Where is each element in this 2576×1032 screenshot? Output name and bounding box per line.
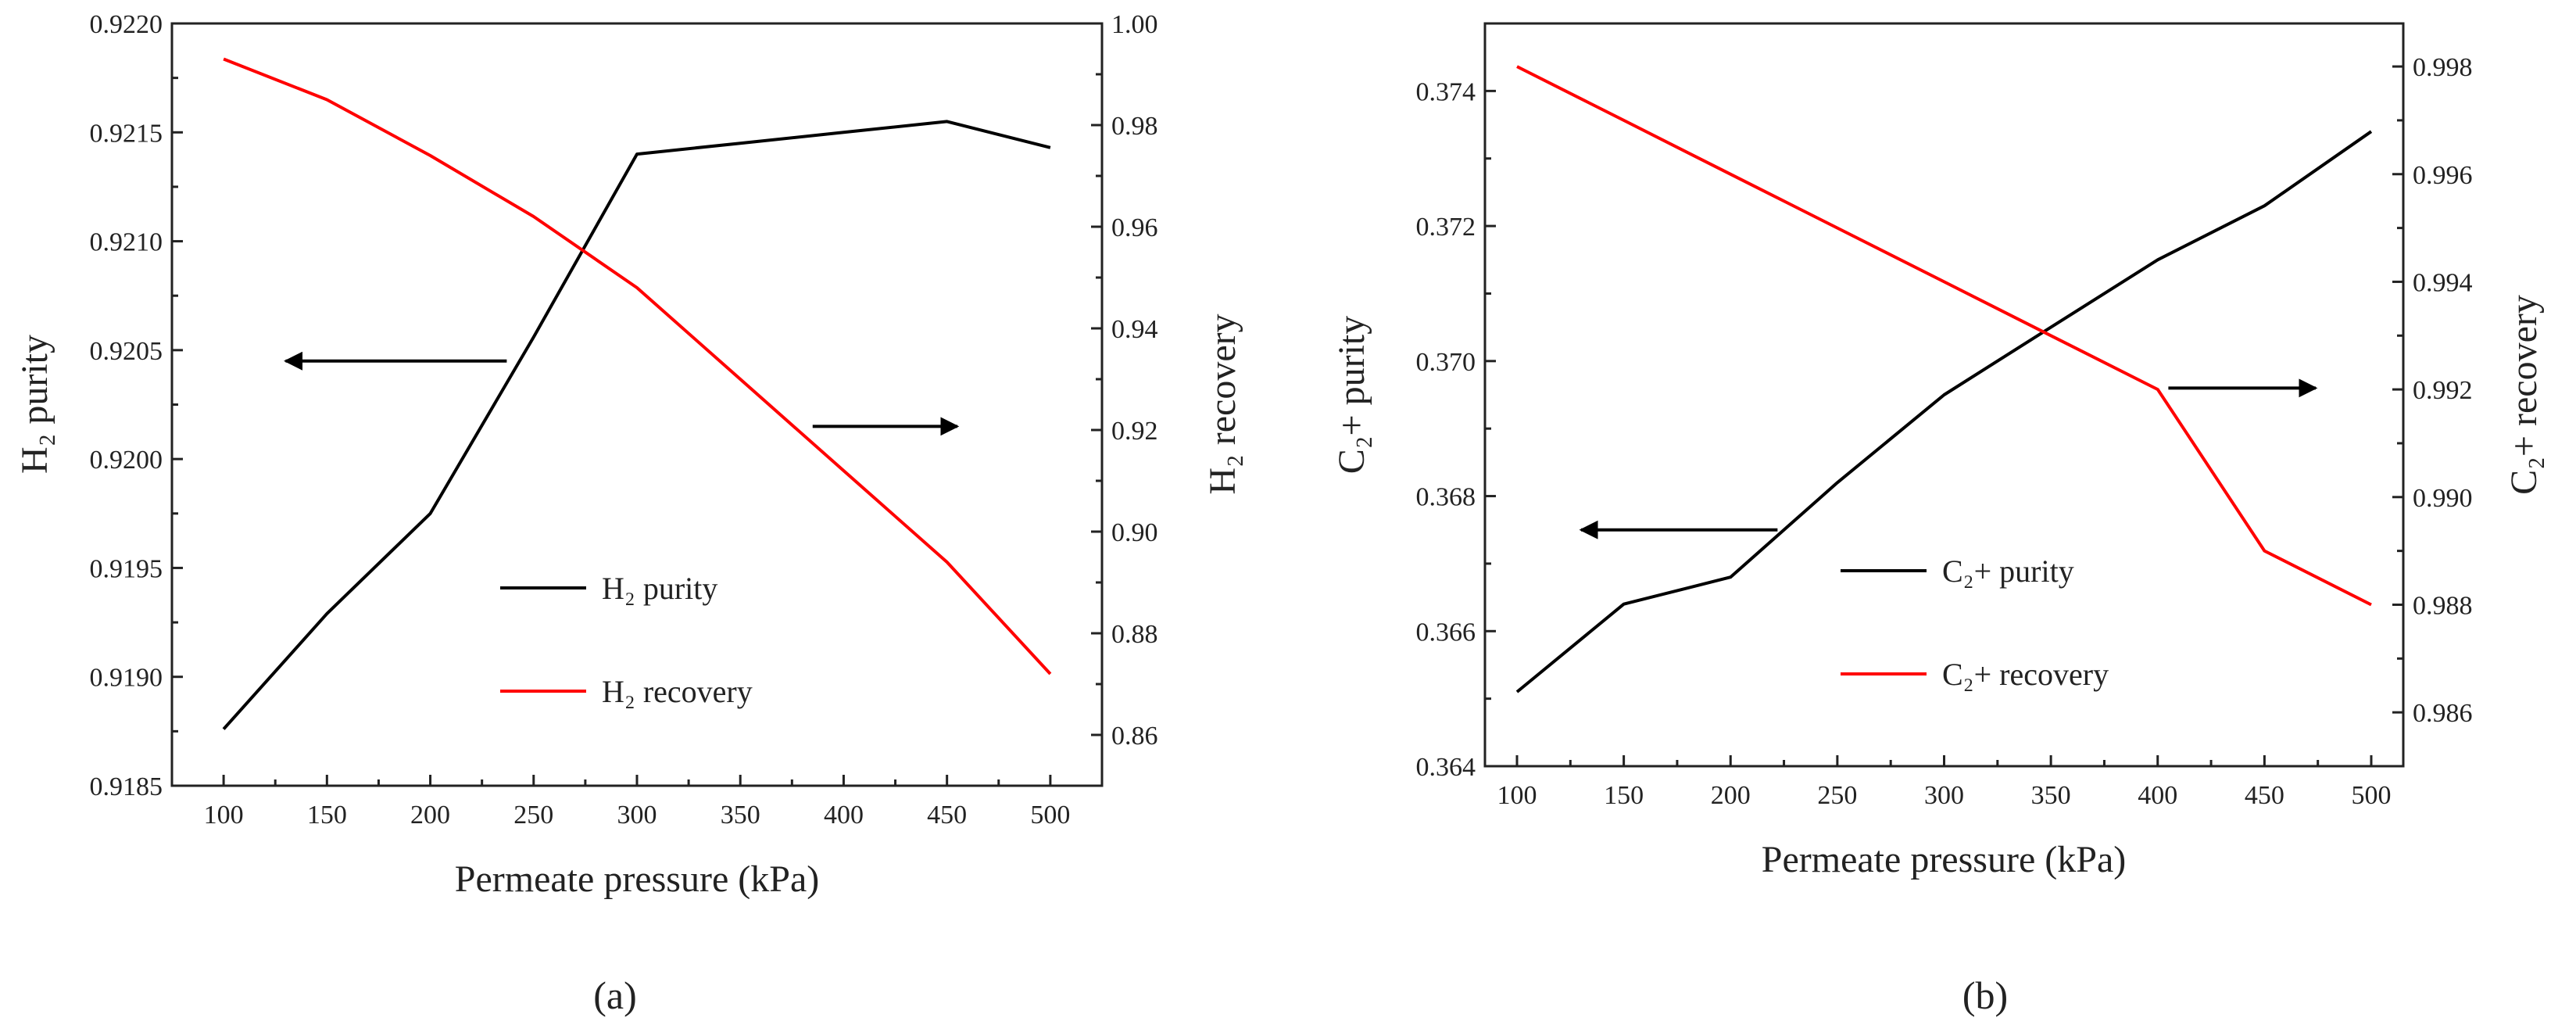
y-right-tick-label: 0.92 — [1111, 417, 1158, 446]
x-tick-label: 150 — [1604, 781, 1644, 810]
y-left-tick-label: 0.374 — [1416, 77, 1476, 106]
x-tick-label: 200 — [1711, 781, 1751, 810]
legend-label-c2-recovery: C₂+ recovery — [1942, 657, 2109, 692]
y-left-tick-label: 0.9210 — [90, 228, 163, 257]
series-layer — [1515, 65, 2373, 693]
legend-label-h2-recovery: H₂ recovery — [602, 674, 753, 709]
y-left-tick-label: 0.9215 — [90, 119, 163, 148]
x-tick-label: 300 — [1924, 781, 1964, 810]
y-left-tick-label: 0.9220 — [90, 10, 163, 39]
y-axis-left-title: H₂ purity — [14, 335, 55, 474]
plot-frame — [170, 22, 1104, 787]
panel-b: 100 150 200 250 300 350 400 450 500 0.364 0.366 0.3… — [1331, 22, 2545, 1017]
x-tick-label: 300 — [617, 801, 657, 830]
x-tick-label: 450 — [2245, 781, 2284, 810]
panel-caption: (b) — [1962, 973, 2008, 1017]
x-tick-label: 400 — [2138, 781, 2177, 810]
y-right-tick-label: 0.988 — [2413, 591, 2473, 620]
y-right-tick-label: 0.998 — [2413, 53, 2473, 82]
panel-caption: (a) — [593, 973, 637, 1017]
x-tick-label: 500 — [1030, 801, 1070, 830]
series-layer — [222, 57, 1052, 730]
y-right-tick-label: 0.994 — [2413, 268, 2473, 297]
y-right-tick-label: 0.88 — [1111, 620, 1158, 649]
axes-layer: 100 150 200 250 300 350 400 450 500 0.9185 0.9190 0… — [90, 10, 1158, 830]
y-left-tick-label: 0.9200 — [90, 446, 163, 475]
x-axis-title: Permeate pressure (kPa) — [1762, 839, 2126, 880]
y-right-tick-label: 1.00 — [1111, 10, 1158, 39]
x-tick-label: 350 — [2031, 781, 2071, 810]
panel-a: 100 150 200 250 300 350 400 450 500 0.9185 0.9190 0… — [14, 10, 1243, 1017]
x-tick-label: 150 — [307, 801, 347, 830]
legend-label-h2-purity: H₂ purity — [602, 571, 717, 606]
series-line-purity — [222, 120, 1051, 730]
y-right-tick-label: 0.990 — [2413, 484, 2473, 513]
axes-layer: 100 150 200 250 300 350 400 450 500 0.364 0.366 0.3… — [1416, 53, 2473, 810]
x-tick-label: 100 — [1497, 781, 1537, 810]
y-left-tick-label: 0.368 — [1416, 483, 1476, 512]
y-left-tick-label: 0.9190 — [90, 664, 163, 693]
x-tick-label: 100 — [204, 801, 244, 830]
y-left-tick-label: 0.366 — [1416, 618, 1476, 647]
y-axis-left-title: C₂+ purity — [1331, 316, 1372, 474]
x-tick-label: 350 — [721, 801, 760, 830]
series-line-purity — [1515, 130, 2373, 693]
y-right-tick-label: 0.996 — [2413, 161, 2473, 190]
y-left-tick-label: 0.9185 — [90, 772, 163, 801]
y-right-tick-label: 0.986 — [2413, 699, 2473, 728]
legend-label-c2-purity: C₂+ purity — [1942, 554, 2074, 589]
x-tick-label: 450 — [927, 801, 967, 830]
x-axis-title: Permeate pressure (kPa) — [455, 858, 819, 900]
legend: C₂+ purity C₂+ recovery — [1841, 554, 2109, 692]
x-tick-label: 250 — [1817, 781, 1857, 810]
y-left-tick-label: 0.372 — [1416, 213, 1476, 242]
y-left-tick-label: 0.9195 — [90, 554, 163, 583]
series-line-recovery — [223, 57, 1052, 675]
y-right-tick-label: 0.98 — [1111, 112, 1158, 141]
x-tick-label: 250 — [513, 801, 553, 830]
y-left-tick-label: 0.370 — [1416, 348, 1476, 377]
y-axis-right-title: H₂ recovery — [1202, 314, 1243, 494]
y-axis-right-title: C₂+ recovery — [2503, 295, 2545, 495]
x-tick-label: 500 — [2352, 781, 2392, 810]
y-right-tick-label: 0.90 — [1111, 518, 1158, 547]
y-right-tick-label: 0.94 — [1111, 315, 1158, 344]
y-left-tick-label: 0.364 — [1416, 753, 1476, 782]
y-right-tick-label: 0.86 — [1111, 722, 1158, 751]
y-right-tick-label: 0.992 — [2413, 376, 2473, 405]
x-tick-label: 200 — [410, 801, 450, 830]
y-right-tick-label: 0.96 — [1111, 213, 1158, 242]
series-line-recovery — [1516, 65, 2372, 607]
legend: H₂ purity H₂ recovery — [500, 571, 753, 709]
y-left-tick-label: 0.9205 — [90, 337, 163, 366]
x-tick-label: 400 — [824, 801, 864, 830]
